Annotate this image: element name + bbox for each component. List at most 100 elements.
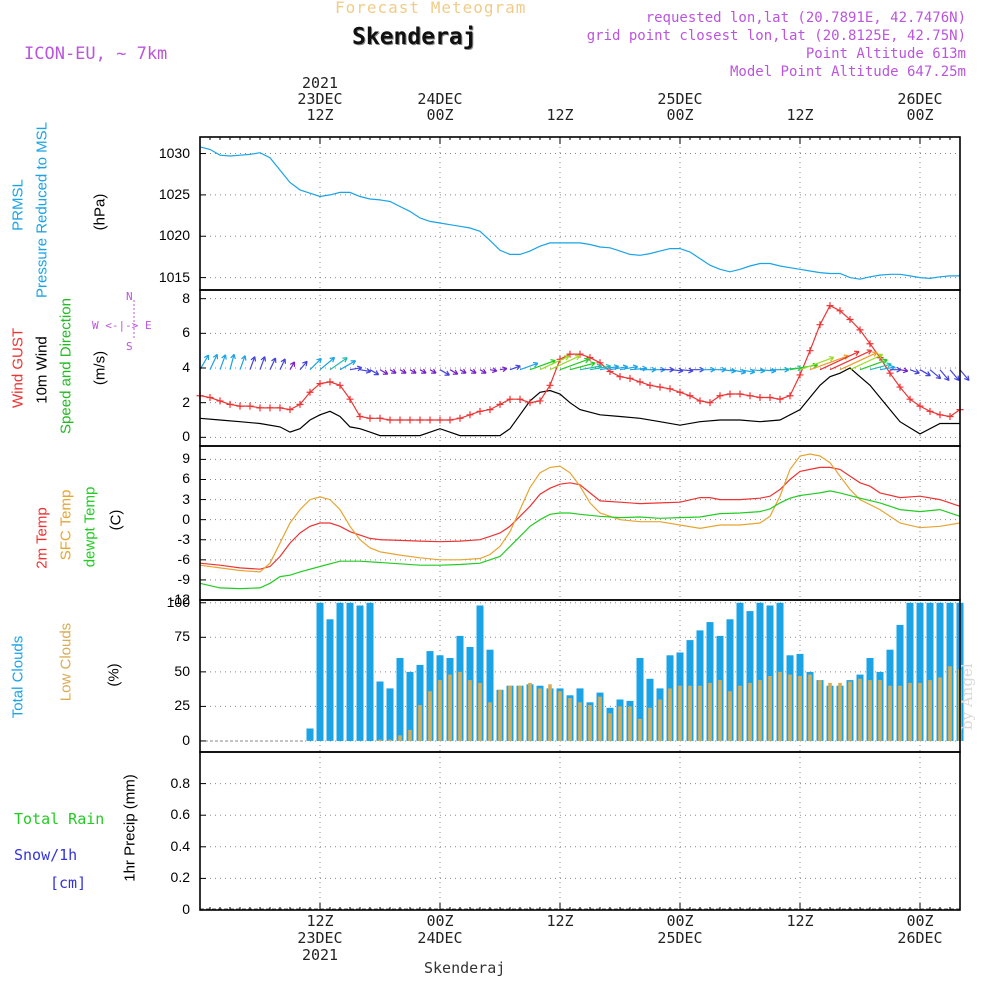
wind-direction-arrow <box>359 368 372 374</box>
pressure-label-desc: Pressure Reduced to MSL <box>33 122 51 298</box>
ytick-label: 0 <box>182 901 190 917</box>
low-cloud-bar <box>488 702 492 741</box>
total-cloud-bar <box>406 671 414 741</box>
wind-direction-arrow <box>459 368 467 374</box>
wind-direction-arrow <box>219 354 227 370</box>
ytick-label: 25 <box>174 697 190 714</box>
gust-marker <box>536 397 544 405</box>
gust-marker <box>756 393 764 401</box>
gust-marker <box>766 393 774 401</box>
low-cloud-bar <box>378 739 382 741</box>
wind-direction-arrow <box>349 365 363 372</box>
ytick-label: 1030 <box>158 144 190 161</box>
low-cloud-bar <box>398 735 402 741</box>
low-cloud-bar <box>788 674 792 741</box>
low-cloud-bar <box>658 699 662 741</box>
total-cloud-bar <box>326 619 334 741</box>
gust-marker <box>206 393 214 401</box>
time-label-top: 12Z <box>786 106 814 124</box>
gust-marker <box>526 399 534 407</box>
wind-direction-arrow <box>379 369 389 375</box>
time-label-top: 12Z <box>546 106 574 124</box>
compass-we: W <-|-> E <box>92 319 152 332</box>
wind-direction-arrow <box>209 353 219 370</box>
time-label-top: 2021 <box>301 74 339 92</box>
ytick-label: 8 <box>182 289 190 306</box>
gust-marker <box>856 326 864 334</box>
low-cloud-bar <box>388 739 392 741</box>
time-label-bottom: 25DEC <box>657 929 703 947</box>
gust-marker <box>816 321 824 329</box>
wind-direction-arrow <box>909 369 920 375</box>
wind-direction-arrow <box>849 353 884 371</box>
gust-marker <box>826 302 834 310</box>
low-cloud-bar <box>518 685 522 741</box>
wind-direction-arrow <box>449 369 459 375</box>
requested-coords: requested lon,lat (20.7891E, 42.7476N) <box>645 10 966 26</box>
compass-s: S <box>126 340 133 353</box>
gust-marker <box>316 380 324 388</box>
wind-direction-arrow <box>289 361 296 370</box>
low-cloud-bar <box>868 680 872 741</box>
total-cloud-bar <box>726 619 734 741</box>
ytick-label: -3 <box>177 530 190 547</box>
gust-marker <box>296 400 304 408</box>
low-cloud-bar <box>498 689 502 741</box>
gust-marker <box>676 388 684 396</box>
wind-direction-arrow <box>799 356 835 371</box>
wind-direction-arrow <box>489 367 498 374</box>
wind-direction-arrow <box>839 351 878 371</box>
low-cloud-bar <box>888 685 892 741</box>
low-cloud-bar <box>678 685 682 741</box>
time-label-bottom: 23DEC <box>297 929 343 947</box>
total-cloud-bar <box>386 688 394 741</box>
wind-direction-arrow <box>919 369 931 377</box>
time-label-top: 26DEC <box>897 90 943 108</box>
gust-marker <box>926 407 934 415</box>
low-cloud-bar <box>448 674 452 741</box>
wind-direction-arrow <box>369 369 380 376</box>
temp-unit: (C) <box>107 509 125 531</box>
gust-marker <box>746 392 754 400</box>
ytick-label: 0 <box>182 428 190 445</box>
wind-direction-arrow <box>409 368 417 374</box>
ytick-label: 1015 <box>158 268 190 285</box>
gust-marker <box>776 395 784 403</box>
time-label-top: 23DEC <box>297 90 343 108</box>
total-cloud-bar <box>316 602 324 741</box>
ytick-label: -6 <box>177 550 190 567</box>
ytick-label: 0.4 <box>170 837 190 854</box>
total-cloud-bar <box>356 605 364 741</box>
wind-direction-arrow <box>869 362 892 371</box>
low-cloud-bar <box>688 685 692 741</box>
frame-layer <box>133 136 961 911</box>
gust-marker <box>616 373 624 381</box>
wind-10m-label: 10m Wind <box>33 336 51 404</box>
gust-marker <box>736 390 744 398</box>
low-cloud-bar <box>928 680 932 741</box>
wind-direction-arrow <box>569 361 596 371</box>
ytick-label: 100 <box>166 593 190 610</box>
time-label-top: 00Z <box>666 106 694 124</box>
gust-marker <box>256 404 264 412</box>
wind-direction-arrow <box>959 369 970 382</box>
gust-marker <box>506 395 514 403</box>
ytick-label: 0.8 <box>170 774 190 791</box>
time-label-top: 12Z <box>306 106 334 124</box>
snow-unit: [cm] <box>50 874 87 892</box>
gust-marker <box>406 416 414 424</box>
point-altitude: Point Altitude 613m <box>805 46 966 62</box>
wind-speed-line <box>199 367 960 437</box>
time-label-top: 25DEC <box>657 90 703 108</box>
header-title-top: Forecast Meteogram <box>335 0 527 17</box>
panel-frame <box>199 445 961 601</box>
low-cloud-bar <box>708 682 712 741</box>
low-cloud-bar <box>558 691 562 741</box>
gust-marker <box>336 381 344 389</box>
low-cloud-bar <box>458 671 462 741</box>
time-label-bottom: 24DEC <box>417 929 463 947</box>
gust-marker <box>656 383 664 391</box>
wind-direction-arrow <box>479 368 487 374</box>
gust-marker <box>846 315 854 323</box>
